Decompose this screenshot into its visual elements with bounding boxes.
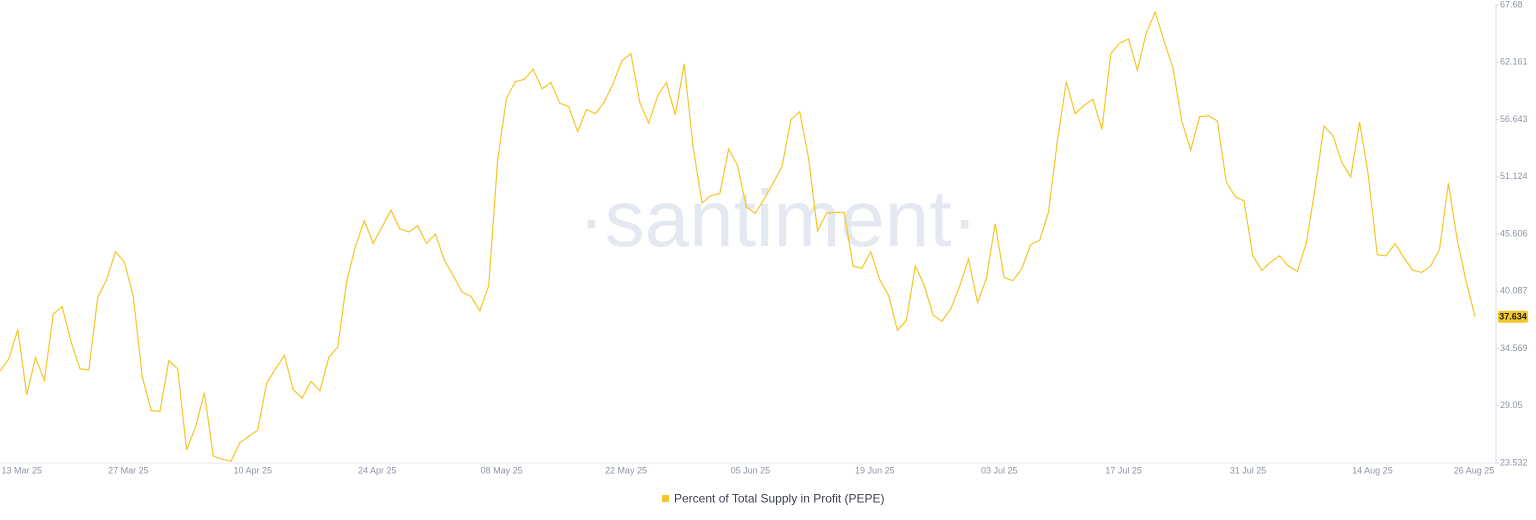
legend-label: Percent of Total Supply in Profit (PEPE): [674, 492, 885, 506]
x-tick-label: 08 May 25: [481, 465, 523, 475]
y-tick-label: 67.68: [1500, 0, 1523, 9]
legend: Percent of Total Supply in Profit (PEPE): [662, 492, 885, 506]
x-tick-label: 22 May 25: [605, 465, 647, 475]
x-tick-label: 13 Mar 25: [2, 465, 43, 475]
legend-swatch: [662, 495, 669, 502]
x-tick-label: 19 Jun 25: [855, 465, 895, 475]
y-tick-label: 40.087: [1500, 286, 1528, 296]
x-tick-label: 14 Aug 25: [1352, 465, 1393, 475]
y-tick-label: 23.532: [1500, 457, 1528, 467]
y-tick-label: 62.161: [1500, 57, 1528, 67]
last-value-label: 37.634: [1499, 312, 1527, 322]
x-tick-label: 05 Jun 25: [731, 465, 771, 475]
y-tick-label: 29.05: [1500, 400, 1523, 410]
x-tick-label: 10 Apr 25: [234, 465, 273, 475]
data-line: [0, 10, 1476, 462]
x-tick-label: 24 Apr 25: [358, 465, 397, 475]
last-value-box: [1498, 310, 1528, 323]
x-tick-label: 27 Mar 25: [108, 465, 149, 475]
x-tick-label: 17 Jul 25: [1105, 465, 1142, 475]
y-tick-label: 45.606: [1500, 228, 1528, 238]
y-tick-label: 51.124: [1500, 171, 1528, 181]
watermark: ·santiment·: [578, 174, 978, 263]
x-tick-label: 31 Jul 25: [1230, 465, 1267, 475]
x-tick-label: 26 Aug 25: [1454, 465, 1495, 475]
y-tick-label: 34.569: [1500, 343, 1528, 353]
x-tick-label: 03 Jul 25: [981, 465, 1018, 475]
y-tick-label: 56.643: [1500, 114, 1528, 124]
